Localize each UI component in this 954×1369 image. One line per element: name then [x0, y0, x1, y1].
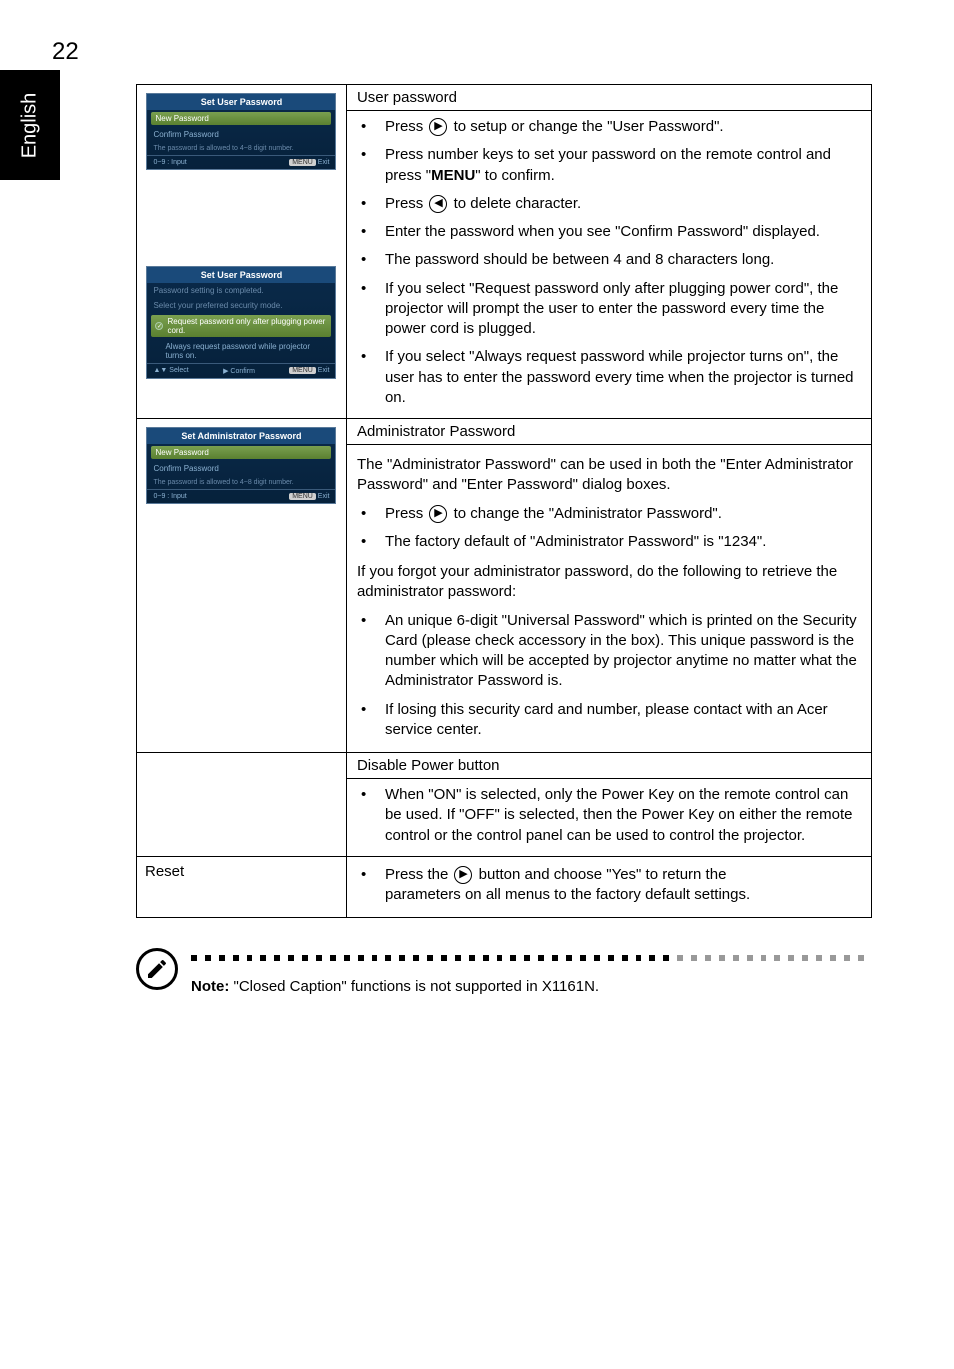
right-arrow-icon: ▶	[454, 866, 472, 884]
osd-allowed-note: The password is allowed to 4~8 digit num…	[147, 142, 335, 155]
osd-set-admin-password: Set Administrator Password New Password …	[146, 427, 336, 504]
up-bullet-5: • The password should be between 4 and 8…	[357, 248, 861, 276]
ap-bullet-1: • Press ▶ to change the "Administrator P…	[357, 502, 861, 530]
note-text: Note: "Closed Caption" functions is not …	[191, 978, 872, 995]
reset-cell: • Press the ▶ button and choose "Yes" to…	[346, 856, 871, 918]
left-arrow-icon: ◀	[429, 195, 447, 213]
note-block: Note: "Closed Caption" functions is not …	[136, 948, 872, 995]
ap-bullet-2: • The factory default of "Administrator …	[357, 530, 861, 558]
osd-complete: Password setting is completed.	[147, 283, 335, 298]
right-arrow-icon: ▶	[429, 118, 447, 136]
note-icon	[136, 948, 178, 990]
note-divider	[191, 948, 872, 968]
reset-bullet: • Press the ▶ button and choose "Yes" to…	[357, 863, 861, 912]
reset-label: Reset	[137, 856, 347, 918]
osd-admin-new-pw: New Password	[151, 446, 331, 459]
disable-power-cell: Disable Power button • When "ON" is sele…	[346, 753, 871, 857]
ap-bullet-4: • If losing this security card and numbe…	[357, 698, 861, 747]
check-icon: ✓	[155, 322, 163, 330]
osd-confirm-password-row: Confirm Password	[147, 127, 335, 142]
admin-password-cell: Administrator Password The "Administrato…	[346, 419, 871, 753]
admin-password-screenshots: Set Administrator Password New Password …	[137, 419, 347, 753]
osd-security-mode: Set User Password Password setting is co…	[146, 266, 336, 379]
admin-header: Administrator Password	[347, 419, 871, 445]
osd-option-always: Always request password while projector …	[147, 339, 335, 363]
osd-footer-2: ▲▼ Select ▶ Confirm MENU Exit	[147, 363, 335, 378]
osd-title-2: Set User Password	[147, 267, 335, 283]
up-bullet-2: • Press number keys to set your password…	[357, 143, 861, 192]
dp-bullet-1: • When "ON" is selected, only the Power …	[357, 783, 861, 852]
osd-admin-confirm-pw: Confirm Password	[147, 461, 335, 476]
admin-forgot: If you forgot your administrator passwor…	[357, 562, 861, 603]
osd-admin-note: The password is allowed to 4~8 digit num…	[147, 476, 335, 489]
osd-admin-footer: 0~9 : Input MENU Exit	[147, 489, 335, 503]
up-bullet-1: • Press ▶ to setup or change the "User P…	[357, 115, 861, 143]
up-bullet-6: • If you select "Request password only a…	[357, 277, 861, 346]
up-bullet-4: • Enter the password when you see "Confi…	[357, 220, 861, 248]
ap-bullet-3: • An unique 6-digit "Universal Password"…	[357, 609, 861, 698]
disable-power-left	[137, 753, 347, 857]
up-bullet-3: • Press ◀ to delete character.	[357, 192, 861, 220]
up-bullet-7: • If you select "Always request password…	[357, 345, 861, 414]
osd-title: Set User Password	[147, 94, 335, 110]
right-arrow-icon: ▶	[429, 505, 447, 523]
pencil-icon	[145, 957, 169, 981]
osd-footer: 0~9 : Input MENU Exit	[147, 155, 335, 169]
language-tab: English	[0, 70, 60, 180]
osd-option-plug: ✓ Request password only after plugging p…	[151, 315, 331, 337]
user-password-header: User password	[347, 85, 871, 111]
main-settings-table: Set User Password New Password Confirm P…	[136, 84, 872, 918]
admin-intro: The "Administrator Password" can be used…	[357, 455, 861, 496]
osd-new-password-row: New Password	[151, 112, 331, 125]
disable-power-header: Disable Power button	[347, 753, 871, 779]
osd-set-user-password: Set User Password New Password Confirm P…	[146, 93, 336, 170]
user-password-screenshots: Set User Password New Password Confirm P…	[137, 85, 347, 419]
language-label: English	[19, 92, 42, 158]
osd-select-mode: Select your preferred security mode.	[147, 298, 335, 313]
user-password-cell: User password • Press ▶ to setup or chan…	[346, 85, 871, 419]
osd-admin-title: Set Administrator Password	[147, 428, 335, 444]
page-number: 22	[52, 38, 79, 66]
